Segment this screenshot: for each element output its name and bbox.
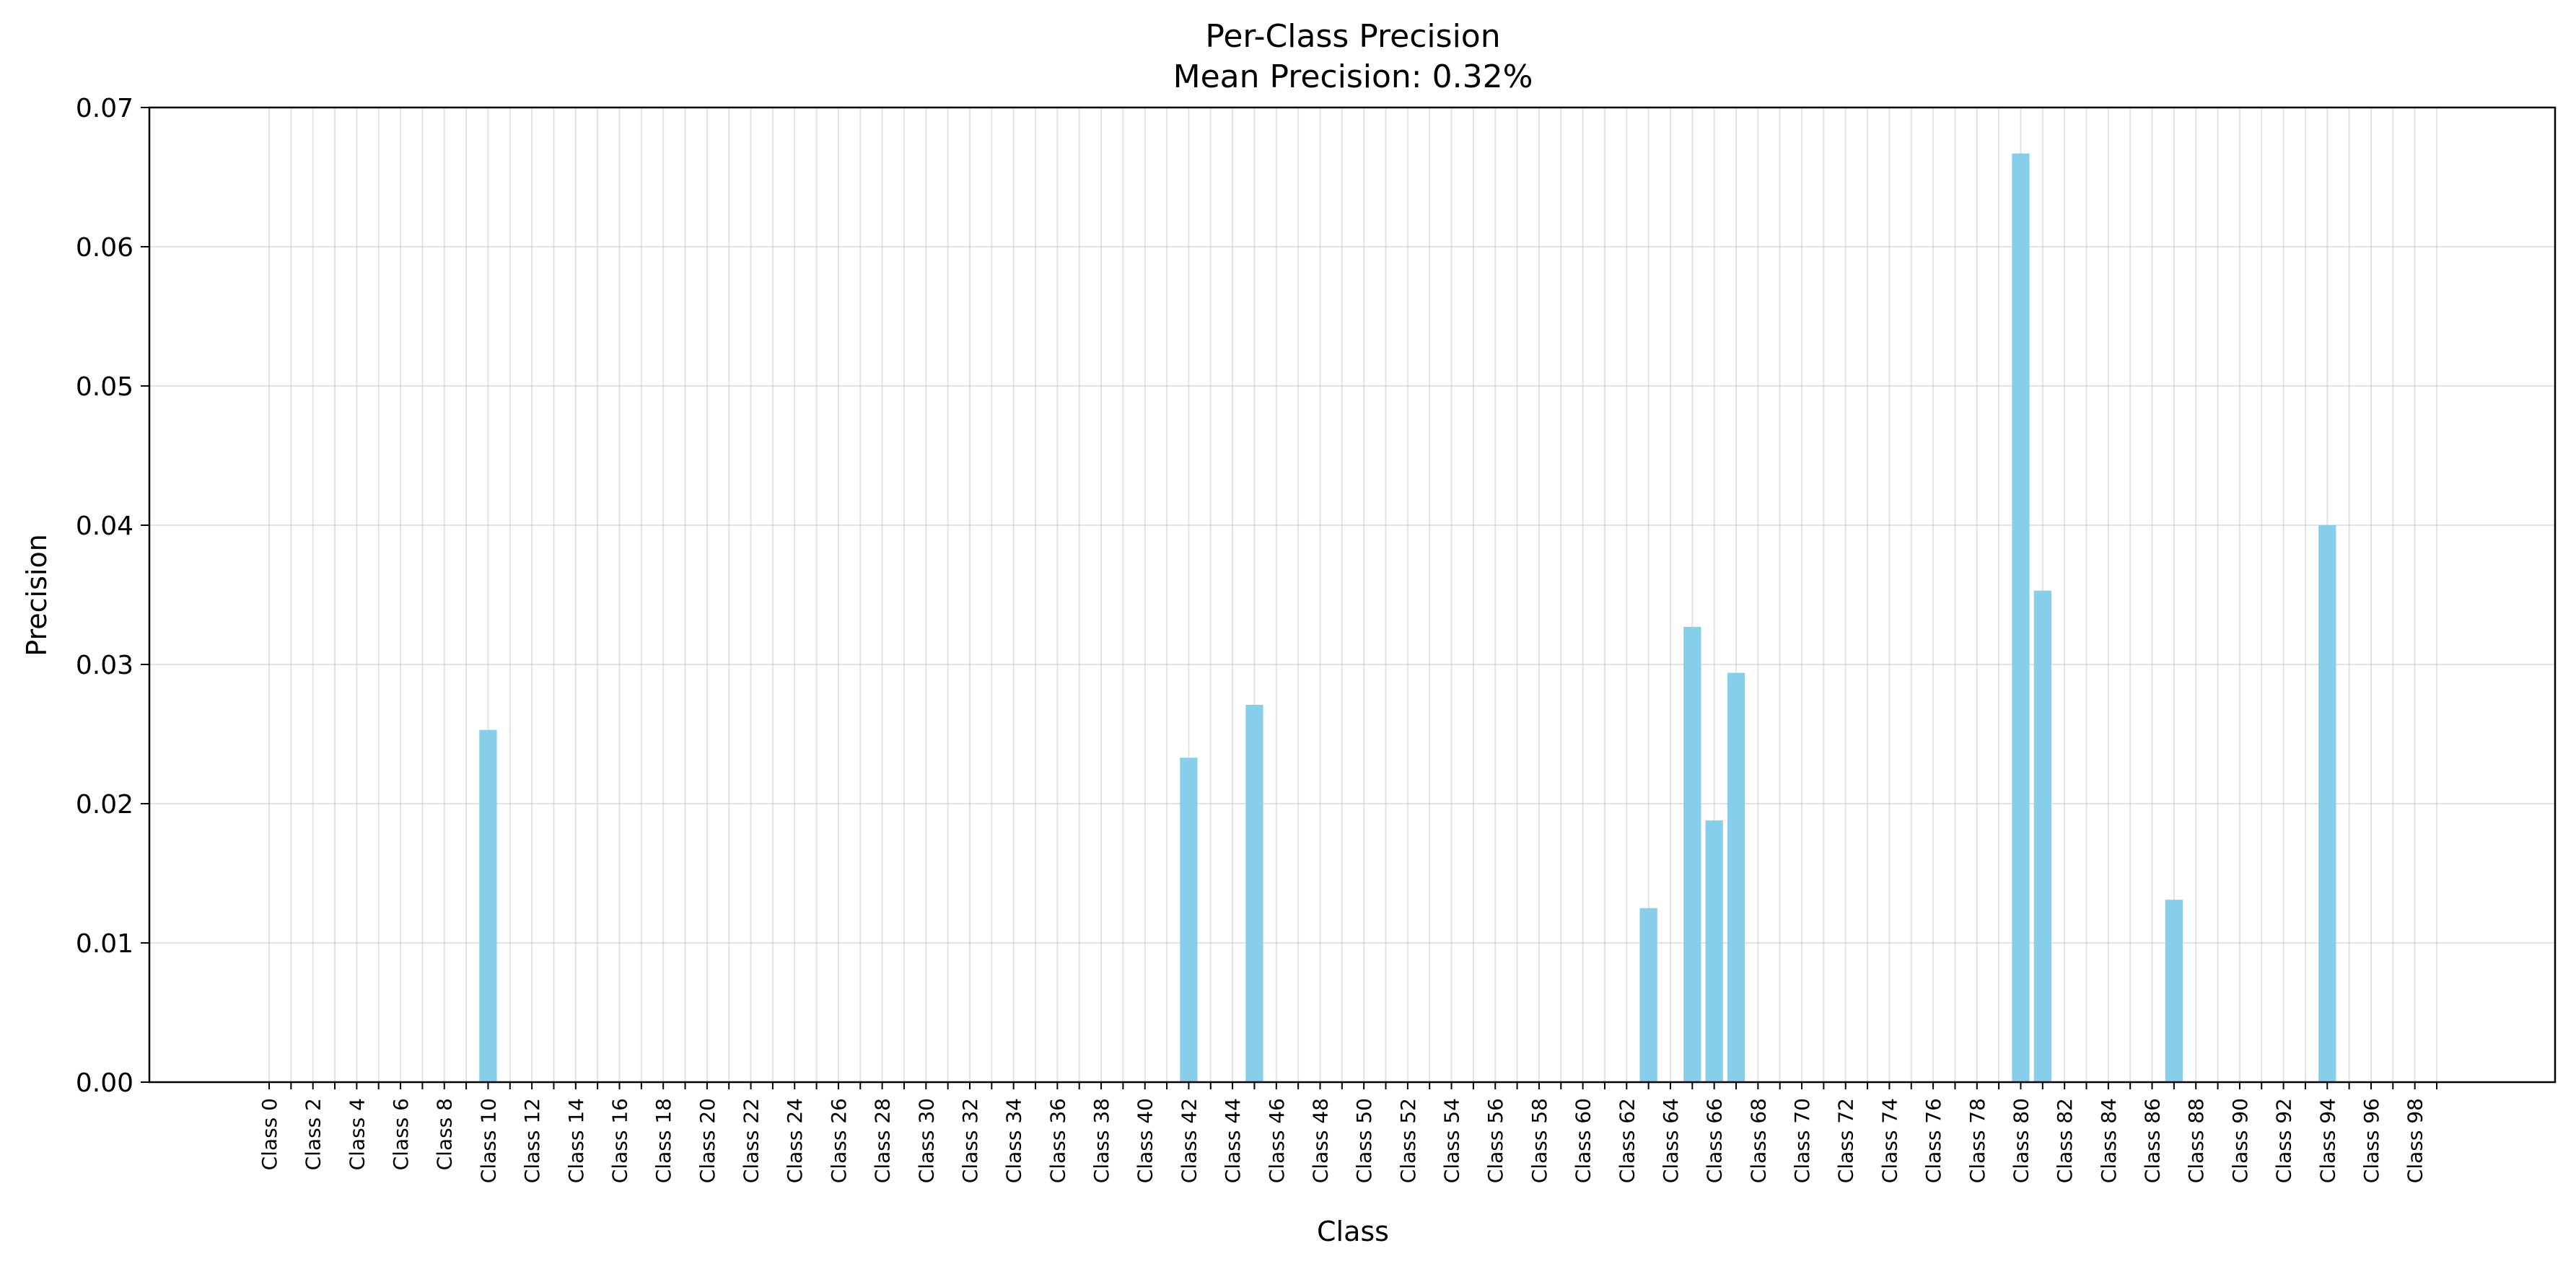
x-tick-label: Class 50 [1352,1098,1376,1183]
x-tick-label: Class 86 [2141,1098,2165,1183]
x-axis-label: Class [1317,1216,1389,1247]
x-tick-label: Class 22 [740,1098,763,1183]
x-tick-label: Class 20 [696,1098,719,1183]
x-tick-label: Class 24 [783,1098,807,1183]
y-tick-label: 0.03 [76,651,133,680]
x-tick-label: Class 36 [1046,1098,1069,1183]
x-tick-label: Class 14 [564,1098,588,1183]
x-tick-label: Class 68 [1746,1098,1770,1183]
x-tick-label: Class 38 [1090,1098,1113,1183]
y-tick-label: 0.07 [76,94,133,123]
x-tick-label: Class 84 [2097,1098,2121,1183]
bar-class-45 [1245,704,1263,1082]
x-tick-label: Class 92 [2272,1098,2296,1183]
x-tick-label: Class 72 [1834,1098,1858,1183]
y-tick-label: 0.00 [76,1068,133,1098]
x-tick-label: Class 82 [2053,1098,2077,1183]
y-tick-label: 0.05 [76,372,133,402]
x-tick-label: Class 98 [2404,1098,2427,1183]
x-tick-label: Class 0 [258,1098,281,1170]
x-tick-label: Class 66 [1703,1098,1727,1183]
x-tick-label: Class 16 [608,1098,631,1183]
bar-class-87 [2165,900,2183,1082]
x-tick-label: Class 76 [1922,1098,1945,1183]
x-tick-label: Class 6 [389,1098,413,1170]
x-tick-label: Class 12 [520,1098,544,1183]
x-tick-label: Class 58 [1528,1098,1551,1183]
y-tick-label: 0.04 [76,511,133,541]
bar-class-94 [2318,525,2336,1082]
x-tick-label: Class 44 [1221,1098,1245,1183]
x-tick-label: Class 34 [1002,1098,1026,1183]
x-tick-label: Class 70 [1790,1098,1814,1183]
x-tick-label: Class 90 [2228,1098,2252,1183]
x-tick-label: Class 28 [871,1098,895,1183]
x-tick-label: Class 56 [1484,1098,1507,1183]
x-tick-label: Class 26 [827,1098,851,1183]
bar-class-81 [2033,590,2051,1082]
x-tick-label: Class 46 [1265,1098,1289,1183]
bar-class-66 [1705,820,1723,1082]
x-tick-label: Class 8 [433,1098,457,1170]
x-tick-label: Class 78 [1966,1098,1989,1183]
plot-frame [148,106,2557,1084]
x-tick-label: Class 4 [345,1098,369,1170]
x-tick-label: Class 2 [302,1098,325,1170]
chart-subtitle: Mean Precision: 0.32% [1173,58,1533,95]
x-tick-label: Class 18 [652,1098,675,1183]
bar-class-42 [1180,758,1198,1082]
y-tick-label: 0.01 [76,929,133,959]
chart-title: Per-Class Precision [1205,18,1500,55]
x-tick-label: Class 94 [2316,1098,2339,1183]
x-tick-label: Class 88 [2184,1098,2208,1183]
x-tick-label: Class 10 [476,1098,500,1183]
bars [479,153,2336,1083]
x-tick-label: Class 48 [1308,1098,1332,1183]
x-tick-label: Class 80 [2009,1098,2033,1183]
bar-class-10 [479,729,497,1082]
x-tick-label: Class 32 [958,1098,982,1183]
x-tick-label: Class 54 [1440,1098,1464,1183]
y-tick-label: 0.06 [76,233,133,263]
x-tick-label: Class 42 [1177,1098,1201,1183]
bar-class-63 [1639,908,1657,1082]
x-tick-label: Class 96 [2360,1098,2383,1183]
x-tick-label: Class 52 [1396,1098,1420,1183]
x-tick-label: Class 60 [1572,1098,1595,1183]
grid-lines [149,107,2555,1082]
bar-class-67 [1727,672,1745,1082]
y-tick-label: 0.02 [76,790,133,820]
ticks: 0.00 0.01 0.02 0.03 0.04 0.05 0.06 0.07 Class 0 C… [76,94,2437,1183]
y-axis-label: Precision [21,534,53,657]
bar-class-65 [1683,626,1701,1082]
x-tick-label: Class 30 [914,1098,938,1183]
x-tick-label: Class 62 [1615,1098,1639,1183]
x-tick-label: Class 74 [1878,1098,1901,1183]
x-tick-label: Class 64 [1659,1098,1683,1183]
x-tick-label: Class 40 [1134,1098,1157,1183]
bar-class-80 [2012,153,2030,1083]
